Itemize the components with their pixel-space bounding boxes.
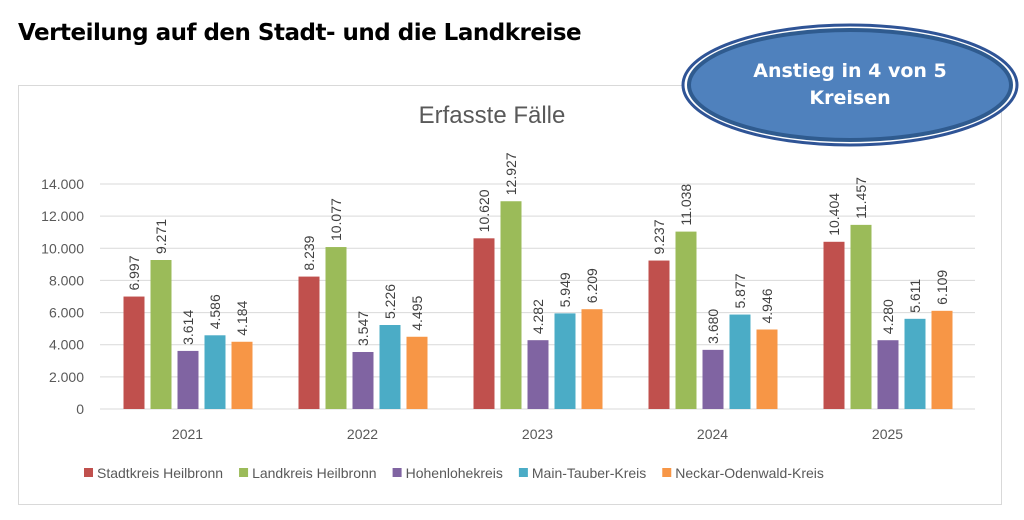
bar-main-tauber-kreis-2024 — [729, 314, 751, 409]
data-label: 11.457 — [853, 177, 869, 219]
data-label: 9.271 — [153, 219, 169, 254]
callout-text: Anstieg in 4 von 5 Kreisen — [680, 58, 1020, 112]
data-label: 6.209 — [584, 268, 600, 303]
data-label: 10.404 — [826, 193, 842, 236]
x-tick-label: 2021 — [172, 426, 203, 442]
data-label: 8.239 — [301, 235, 317, 270]
data-label: 6.997 — [126, 255, 142, 290]
y-tick-label: 6.000 — [49, 305, 84, 321]
bar-landkreis-heilbronn-2024 — [675, 231, 697, 409]
y-tick-label: 8.000 — [49, 272, 84, 288]
y-tick-label: 10.000 — [41, 240, 84, 256]
bar-stadtkreis-heilbronn-2021 — [123, 296, 145, 409]
legend-label: Neckar-Odenwald-Kreis — [675, 465, 824, 481]
x-tick-label: 2023 — [522, 426, 553, 442]
bar-main-tauber-kreis-2023 — [554, 313, 576, 409]
legend-swatch — [84, 468, 93, 477]
bar-neckar-odenwald-kreis-2022 — [406, 336, 428, 409]
x-tick-label: 2022 — [347, 426, 378, 442]
y-tick-label: 14.000 — [41, 176, 84, 192]
data-label: 12.927 — [503, 152, 519, 195]
bar-hohenlohekreis-2023 — [527, 340, 549, 409]
bar-landkreis-heilbronn-2025 — [850, 224, 872, 409]
data-label: 4.184 — [234, 301, 250, 336]
data-label: 4.495 — [409, 296, 425, 331]
data-label: 10.620 — [476, 189, 492, 232]
bar-neckar-odenwald-kreis-2021 — [231, 341, 253, 409]
legend-swatch — [662, 468, 672, 477]
callout-line2: Kreisen — [809, 87, 891, 109]
data-label: 5.949 — [557, 272, 573, 307]
bar-neckar-odenwald-kreis-2024 — [756, 329, 778, 409]
page-heading: Verteilung auf den Stadt- und die Landkr… — [18, 20, 582, 46]
bar-stadtkreis-heilbronn-2022 — [298, 276, 320, 409]
legend-label: Main-Tauber-Kreis — [532, 465, 646, 481]
data-label: 4.946 — [759, 288, 775, 323]
callout-oval — [681, 23, 1019, 147]
data-label: 3.614 — [180, 310, 196, 345]
legend-swatch — [392, 468, 402, 477]
data-label: 4.280 — [880, 299, 896, 334]
y-tick-label: 0 — [76, 401, 84, 417]
y-tick-label: 2.000 — [49, 369, 84, 385]
legend-swatch — [239, 468, 249, 477]
data-label: 3.547 — [355, 311, 371, 346]
bar-stadtkreis-heilbronn-2023 — [473, 238, 495, 409]
bar-main-tauber-kreis-2022 — [379, 325, 401, 409]
bar-hohenlohekreis-2024 — [702, 349, 724, 409]
callout-line1: Anstieg in 4 von 5 — [753, 60, 947, 82]
bar-hohenlohekreis-2025 — [877, 340, 899, 409]
data-label: 4.282 — [530, 299, 546, 334]
legend-label: Landkreis Heilbronn — [252, 465, 377, 481]
bar-neckar-odenwald-kreis-2025 — [931, 310, 953, 409]
y-tick-label: 12.000 — [41, 208, 84, 224]
bar-landkreis-heilbronn-2023 — [500, 201, 522, 409]
bar-hohenlohekreis-2022 — [352, 351, 374, 409]
bar-hohenlohekreis-2021 — [177, 350, 199, 409]
chart-frame — [18, 85, 1002, 505]
bar-stadtkreis-heilbronn-2024 — [648, 260, 670, 409]
data-label: 6.109 — [934, 270, 950, 305]
bar-landkreis-heilbronn-2021 — [150, 260, 172, 409]
legend-swatch — [518, 468, 528, 477]
x-tick-label: 2024 — [697, 426, 728, 442]
legend-label: Stadtkreis Heilbronn — [97, 465, 223, 481]
y-tick-label: 4.000 — [49, 337, 84, 353]
legend-label: Hohenlohekreis — [406, 465, 503, 481]
bar-main-tauber-kreis-2021 — [204, 335, 226, 409]
bar-neckar-odenwald-kreis-2023 — [581, 309, 603, 409]
data-label: 3.680 — [705, 309, 721, 344]
data-label: 11.038 — [678, 184, 694, 226]
data-label: 10.077 — [328, 198, 344, 241]
bar-landkreis-heilbronn-2022 — [325, 247, 347, 409]
data-label: 5.877 — [732, 273, 748, 308]
bar-main-tauber-kreis-2025 — [904, 318, 926, 409]
data-label: 4.586 — [207, 294, 223, 329]
bar-stadtkreis-heilbronn-2025 — [823, 241, 845, 409]
chart-title: Erfasste Fälle — [419, 102, 566, 129]
x-tick-label: 2025 — [872, 426, 903, 442]
data-label: 5.611 — [907, 279, 923, 313]
data-label: 5.226 — [382, 284, 398, 319]
data-label: 9.237 — [651, 219, 667, 254]
